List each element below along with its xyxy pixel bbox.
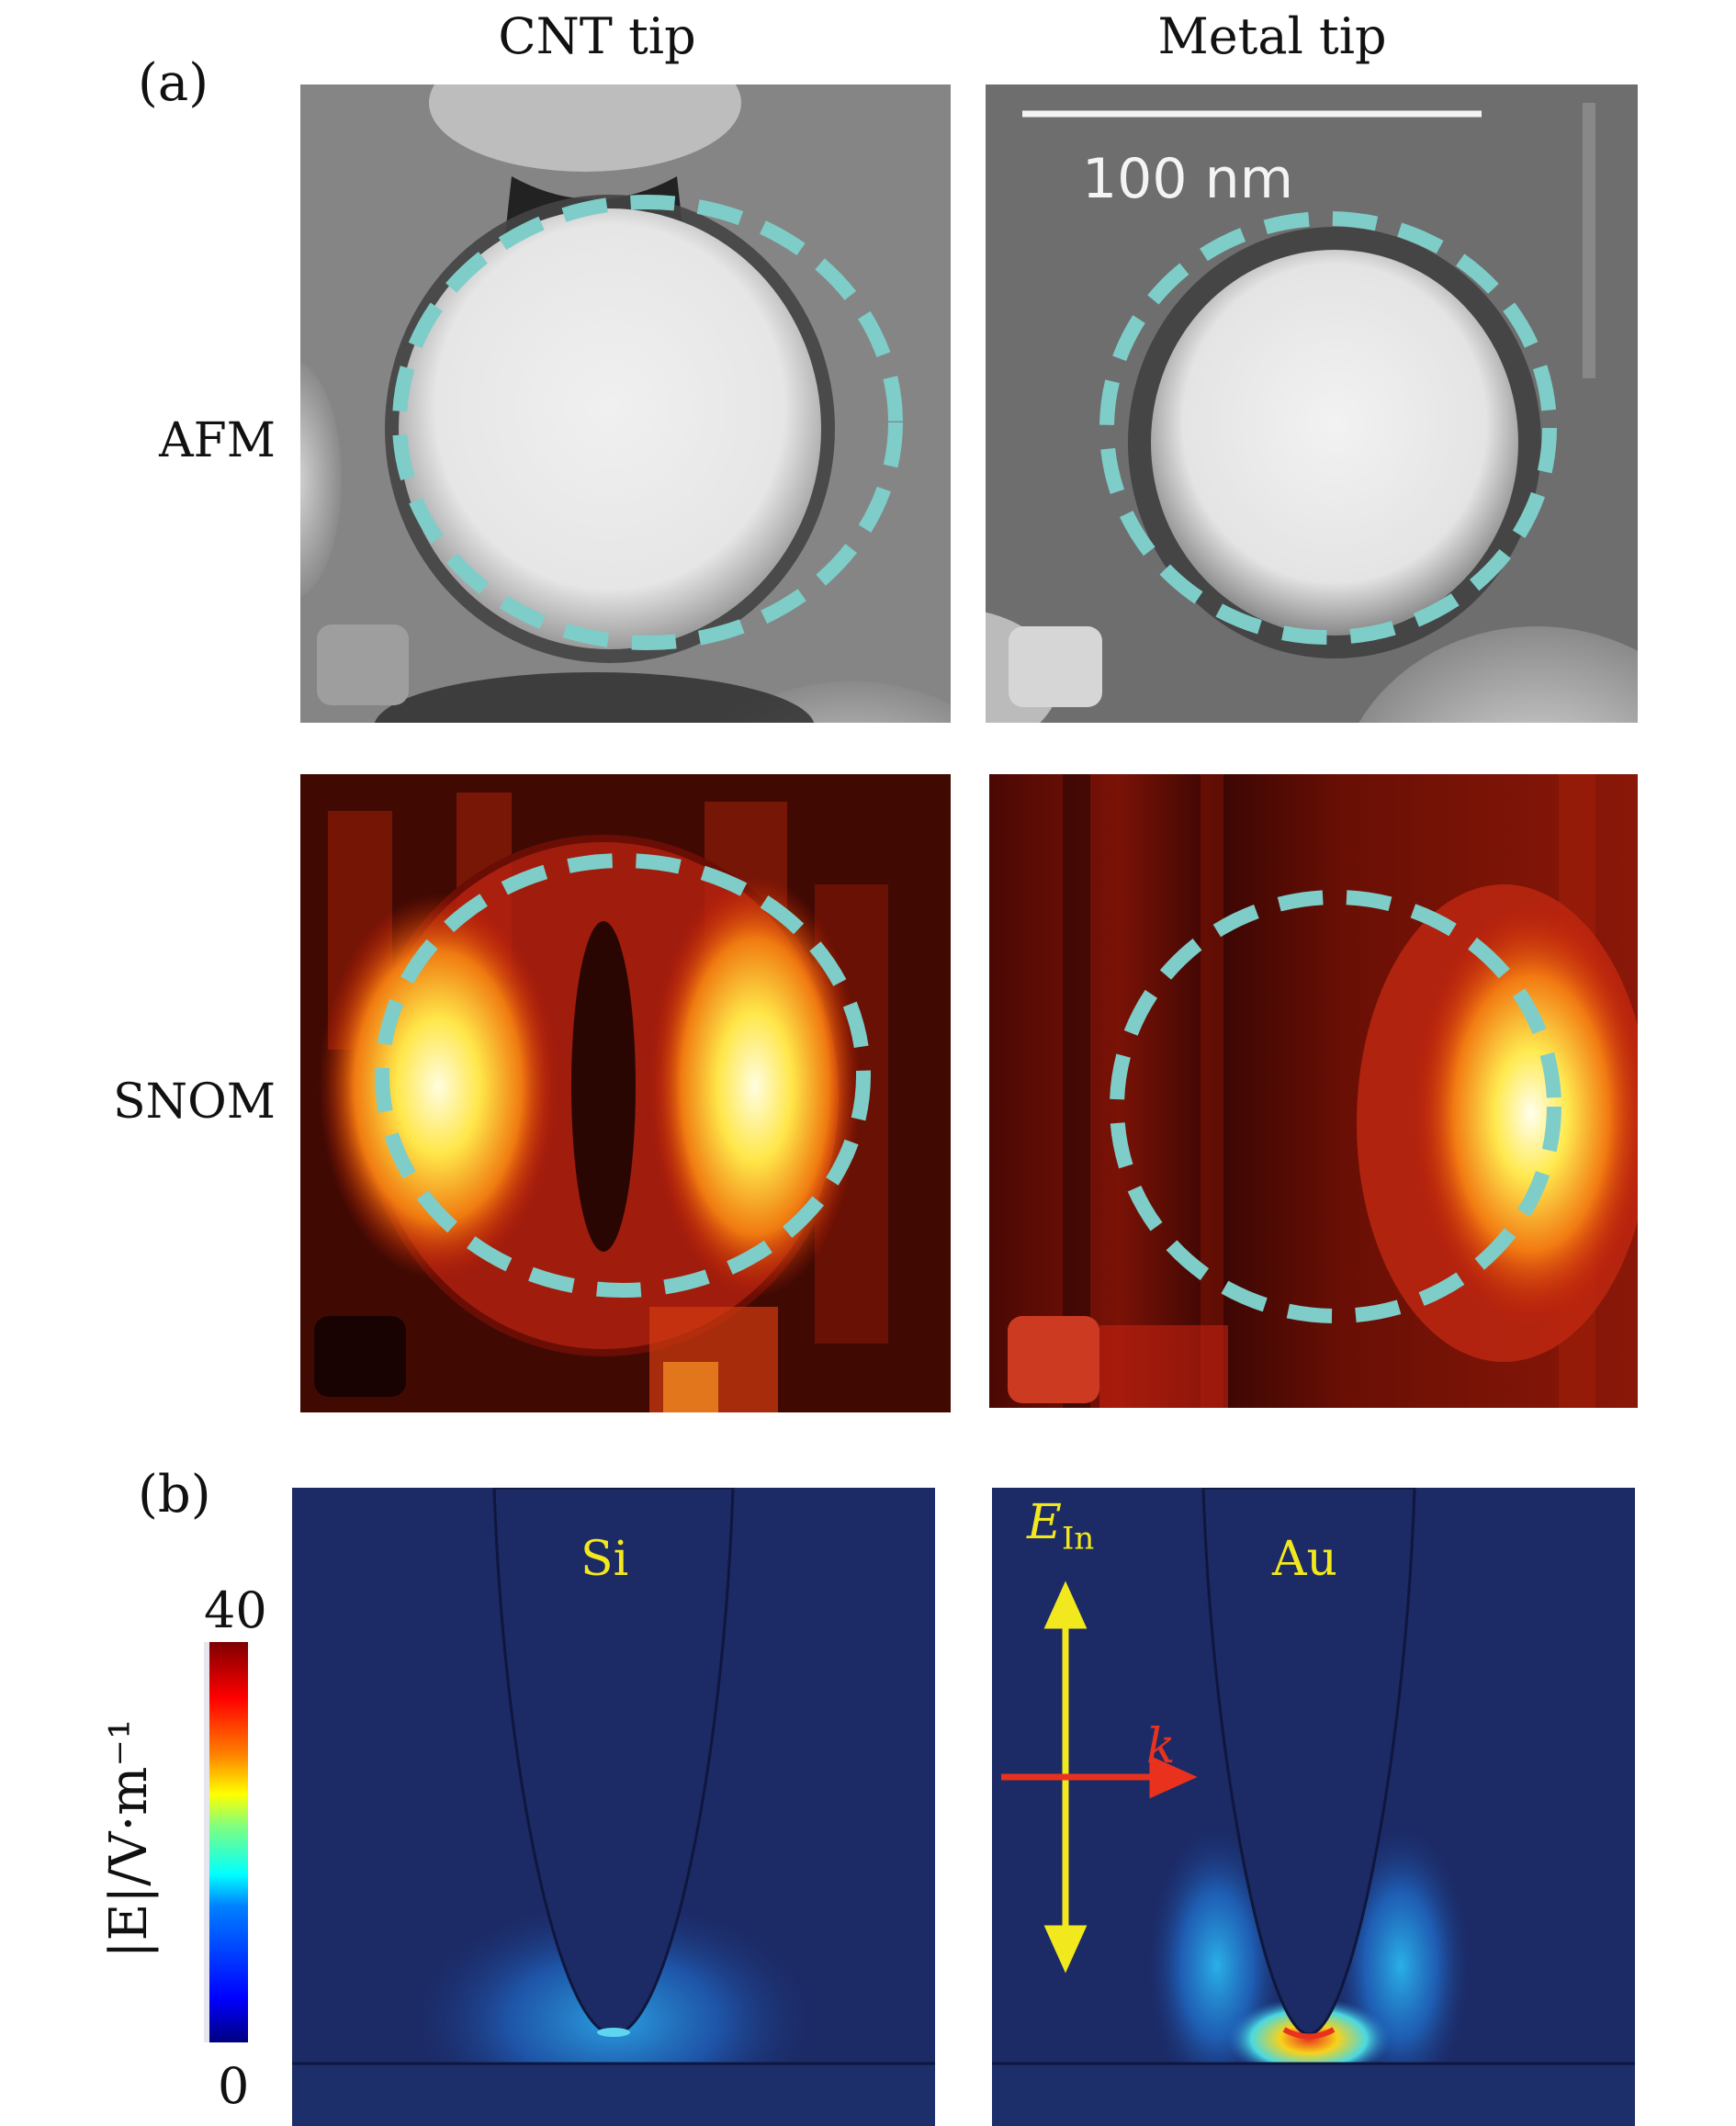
dashed-circle-snom-metal <box>1110 890 1561 1323</box>
material-label-si: Si <box>581 1532 629 1587</box>
colorbar-min-label: 0 <box>218 2057 250 2115</box>
row-label-afm: AFM <box>159 413 276 468</box>
column-title-metal: Metal tip <box>1157 7 1387 65</box>
dashed-circle-overlay <box>375 195 1561 1323</box>
field-arrows <box>1001 1580 1198 1974</box>
colorbar-max-label: 40 <box>204 1581 267 1639</box>
panel-b-label: (b) <box>138 1465 211 1524</box>
e-field-label: EIn <box>1027 1495 1094 1557</box>
dashed-circle-afm-metal <box>1099 211 1557 645</box>
k-vector-arrow <box>1001 1755 1198 1799</box>
scale-bar-label: 100 nm <box>1082 147 1294 211</box>
e-field-symbol: E <box>1027 1495 1062 1550</box>
afm-metal-image <box>986 84 1638 723</box>
column-title-cnt: CNT tip <box>498 7 696 65</box>
snom-metal-image <box>989 774 1638 1408</box>
afm-cnt-image <box>300 84 951 723</box>
e-field-subscript: In <box>1061 1520 1095 1558</box>
row-label-snom: SNOM <box>113 1074 276 1130</box>
snom-cnt-image <box>300 774 951 1412</box>
dashed-circle-snom-cnt <box>375 853 871 1298</box>
simulation-si-image <box>292 1488 935 2126</box>
colorbar-axis-label: |E|/V·m⁻¹ <box>99 1718 159 1959</box>
simulation-au-image <box>992 1488 1635 2126</box>
panel-a-label: (a) <box>138 53 209 113</box>
k-vector-label: k <box>1146 1719 1176 1774</box>
k-vector-symbol: k <box>1146 1719 1176 1774</box>
material-label-au: Au <box>1272 1532 1338 1587</box>
colorbar <box>209 1642 248 2042</box>
dashed-circle-afm-cnt <box>392 195 903 650</box>
